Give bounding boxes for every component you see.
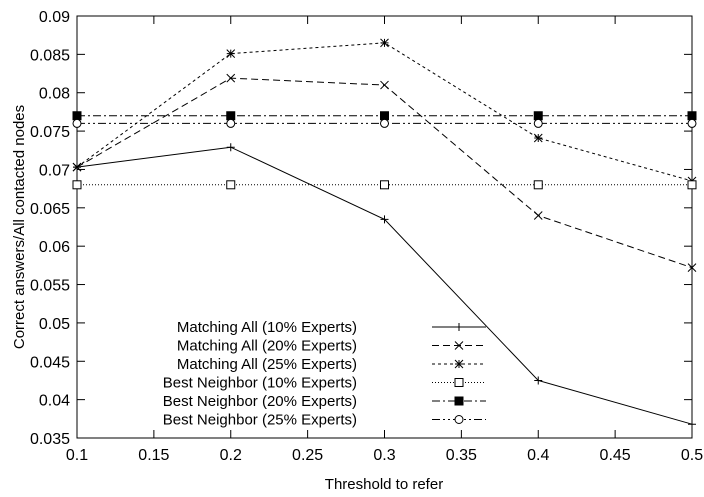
legend-label: Best Neighbor (25% Experts): [163, 412, 357, 429]
data-point-series-1: [226, 73, 236, 83]
data-point-series-4: [226, 111, 236, 121]
y-tick-label: 0.075: [30, 124, 70, 141]
series-line-1: [76, 77, 693, 269]
legend-label: Matching All (25% Experts): [177, 356, 357, 373]
x-tick-label: 0.45: [600, 447, 631, 464]
y-tick-label: 0.065: [30, 201, 70, 218]
data-point-series-2: [533, 133, 543, 143]
y-tick-label: 0.07: [39, 162, 70, 179]
x-tick-label: 0.35: [446, 447, 477, 464]
x-tick-label: 0.1: [66, 447, 88, 464]
y-tick-label: 0.035: [30, 431, 70, 448]
series-lines: [76, 42, 693, 425]
data-point-series-3: [533, 180, 543, 190]
legend-label: Matching All (10% Experts): [177, 319, 357, 336]
data-point-series-5: [533, 118, 543, 128]
legend-marker: [454, 341, 464, 350]
legend: Matching All (10% Experts) Matching All (…: [163, 319, 486, 429]
x-tick-label: 0.25: [292, 447, 323, 464]
axis-ticks: 0.1 0.15 0.2 0.25 0.3 0.35 0.4 0.45 0.5 0.035 0.04…: [30, 9, 703, 464]
y-tick-label: 0.085: [30, 47, 70, 64]
y-tick-label: 0.06: [39, 239, 70, 256]
y-tick-label: 0.08: [39, 86, 70, 103]
data-point-series-0: [226, 143, 235, 152]
data-point-series-3: [380, 180, 389, 190]
data-point-series-3: [687, 180, 697, 190]
x-axis-label: Threshold to refer: [325, 476, 443, 493]
data-point-series-2: [380, 38, 389, 48]
data-point-series-2: [72, 162, 82, 172]
legend-marker: [454, 378, 464, 387]
data-point-series-0: [534, 376, 543, 385]
data-point-series-5: [687, 118, 697, 128]
data-point-series-4: [533, 111, 543, 121]
data-point-series-4: [380, 111, 389, 121]
legend-marker: [455, 323, 463, 331]
legend-marker: [454, 359, 464, 369]
x-tick-label: 0.3: [373, 447, 395, 464]
data-point-series-1: [687, 263, 697, 273]
y-tick-label: 0.045: [30, 354, 70, 371]
data-point-series-2: [226, 49, 236, 58]
data-point-series-1: [533, 211, 543, 220]
data-point-series-0: [380, 215, 389, 224]
data-point-series-5: [226, 118, 236, 128]
y-tick-label: 0.04: [39, 393, 70, 410]
legend-label: Best Neighbor (10% Experts): [163, 375, 357, 392]
x-tick-label: 0.4: [527, 447, 549, 464]
legend-label: Best Neighbor (20% Experts): [163, 393, 357, 410]
x-tick-label: 0.5: [681, 447, 703, 464]
data-point-series-3: [226, 180, 236, 190]
data-point-series-5: [380, 118, 389, 128]
y-tick-label: 0.055: [30, 278, 70, 295]
data-point-series-4: [687, 111, 697, 121]
legend-marker: [454, 396, 464, 406]
data-point-series-1: [380, 80, 389, 90]
series-markers: [72, 38, 697, 429]
x-tick-label: 0.2: [220, 447, 242, 464]
y-tick-label: 0.09: [39, 9, 70, 26]
data-point-series-5: [72, 118, 82, 128]
series-line-2: [76, 42, 693, 182]
x-tick-label: 0.15: [138, 447, 169, 464]
data-point-series-0: [688, 420, 696, 429]
data-point-series-4: [72, 111, 82, 121]
y-tick-label: 0.05: [39, 316, 70, 333]
data-point-series-3: [72, 180, 82, 190]
legend-label: Matching All (20% Experts): [177, 338, 357, 355]
y-axis-label: Correct answers/All contacted nodes: [11, 105, 28, 349]
legend-marker: [454, 415, 464, 424]
